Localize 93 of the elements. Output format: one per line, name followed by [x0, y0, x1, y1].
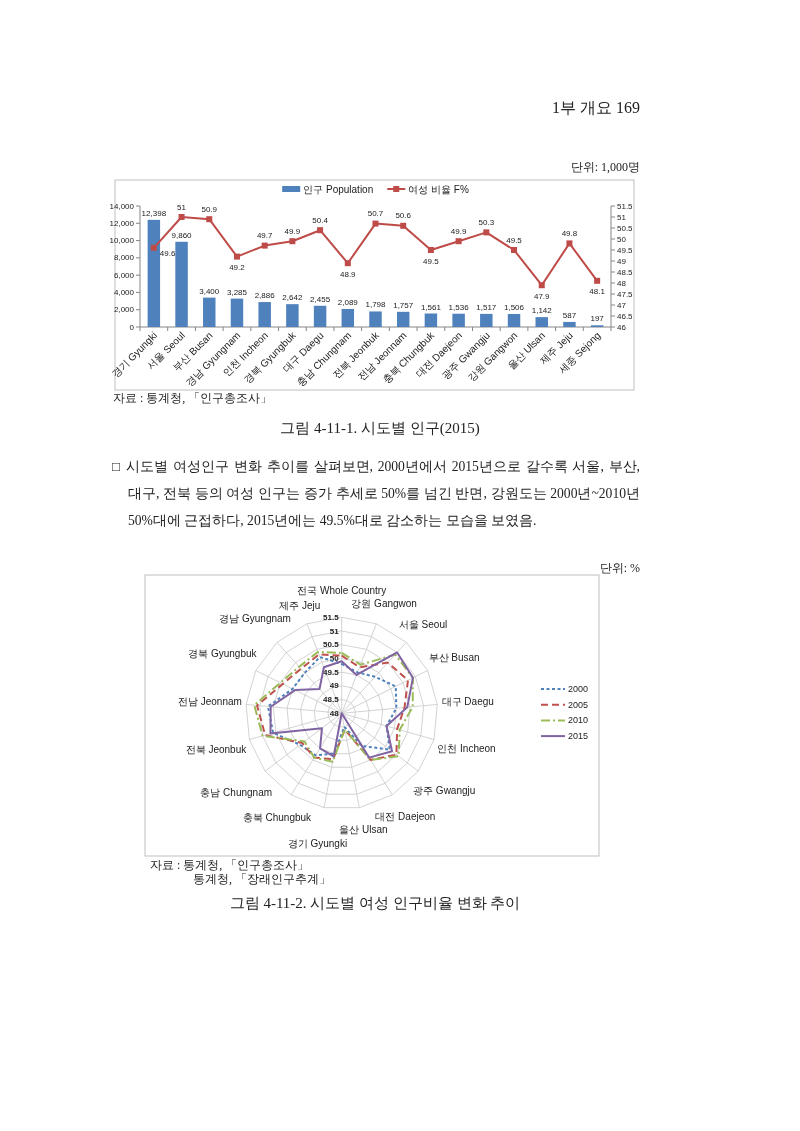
data-label: 49.8 [561, 228, 578, 238]
y2-tick-label: 48 [617, 278, 626, 288]
annotation: 통계청, 「장래인구추계」 [193, 872, 331, 886]
y2-tick-label: 50.5 [617, 223, 633, 233]
annotation: 자료 : 통계청, 「인구총조사」 [150, 858, 310, 872]
y-tick-label: 8,000 [113, 253, 134, 263]
data-label: 49.5 [423, 256, 439, 266]
data-label: 49.2 [229, 263, 245, 273]
y2-tick-label: 47.5 [617, 289, 633, 299]
y2-tick-label: 46 [617, 322, 626, 332]
y-tick-label: 14,000 [109, 201, 134, 211]
category-label: 대구 Daegu [441, 696, 494, 708]
category-label: 경기 Gyungki [287, 837, 348, 849]
data-label: 1,561 [420, 302, 441, 312]
data-label: 1,142 [531, 306, 552, 316]
y-tick-label: 0 [129, 322, 134, 332]
category-label: 충남 Chungnam [200, 787, 273, 799]
y-tick-label: 4,000 [113, 287, 134, 297]
legend-label: 2000 [568, 684, 589, 694]
data-label: 9,860 [171, 230, 192, 240]
data-label: 3,285 [226, 287, 247, 297]
r-tick-label: 48.5 [323, 695, 339, 705]
r-tick-label: 51.5 [323, 612, 339, 622]
y2-tick-label: 46.5 [617, 311, 633, 321]
data-label: 1,536 [448, 302, 469, 312]
r-tick-label: 51 [329, 626, 339, 636]
y2-tick-label: 48.5 [617, 267, 633, 277]
data-label: 50.6 [395, 211, 411, 221]
annotation: 1부 개요 169 [552, 99, 640, 116]
category-label: 울산 Ulsan [339, 824, 388, 836]
data-label: 2,089 [337, 297, 358, 307]
data-label: 47.9 [533, 291, 550, 301]
category-label: 광주 Gwangju [413, 785, 476, 797]
category-label: 제주 Jeju [279, 599, 321, 611]
legend-label: 2015 [568, 731, 589, 742]
category-label: 강원 Gangwon [351, 598, 417, 610]
data-label: 50.9 [201, 204, 218, 214]
data-label: 2,642 [282, 293, 303, 303]
data-label: 50.7 [367, 209, 384, 219]
data-label: 1,506 [504, 303, 525, 312]
y2-tick-label: 51 [617, 212, 626, 222]
data-label: 49.5 [506, 235, 522, 245]
data-label: 49.6 [159, 249, 176, 259]
r-tick-label: 50.5 [323, 640, 339, 650]
y2-tick-label: 47 [617, 300, 626, 310]
data-label: 197 [590, 314, 604, 324]
data-label: 12,398 [141, 208, 167, 218]
y-tick-label: 12,000 [109, 218, 134, 228]
legend-label: 인구 Population [303, 183, 374, 195]
y-tick-label: 6,000 [113, 270, 134, 280]
data-label: 48.9 [340, 269, 356, 279]
data-label: 49.7 [256, 231, 273, 241]
y2-tick-label: 49.5 [617, 245, 633, 255]
legend-label: 2005 [568, 699, 589, 710]
category-label: 대전 Daejeon [375, 810, 436, 822]
y2-tick-label: 50 [617, 234, 626, 244]
r-tick-label: 48 [329, 708, 339, 718]
annotation: 단위: 1,000명 [570, 160, 640, 174]
title: 그림 4-11-1. 시도별 인구(2015) [280, 420, 480, 436]
annotation: 자료 : 통계청, 「인구총조사」 [113, 391, 273, 405]
category-label: 경북 Gyungbuk [188, 648, 257, 660]
y-tick-label: 10,000 [109, 236, 134, 246]
data-label: 49.9 [450, 226, 467, 236]
category-label: 서울 Seoul [398, 618, 448, 630]
data-label: 48.1 [589, 287, 605, 297]
data-label: 587 [562, 310, 577, 320]
data-label: 1,757 [393, 300, 414, 310]
annotation: □ 시도별 여성인구 변화 추이를 살펴보면, 2000년에서 2015년으로 갈수록 서울, 부산, 대구, 전북 등의 여성 인구는 증가 추세로 50%를 넘긴 반면, 강원도는 2000년~2010년 50%대에 근접하다, 2015년에는 49.5%대로 감소하는 모습을 보였음. [112, 458, 640, 530]
legend-label: 2010 [568, 715, 589, 726]
data-label: 50.4 [312, 215, 328, 225]
data-label: 2,455 [310, 294, 331, 304]
r-tick-label: 49.5 [323, 667, 339, 677]
y-tick-label: 2,000 [113, 305, 134, 315]
r-tick-label: 49 [329, 681, 339, 691]
data-label: 1,798 [365, 300, 386, 310]
category-label: 전북 Jeonbuk [185, 743, 247, 755]
category-label: 충북 Chungbuk [242, 812, 312, 824]
data-label: 51 [177, 202, 186, 212]
title: 그림 4-11-2. 시도별 여성 인구비율 변화 추이 [229, 895, 521, 911]
y2-tick-label: 49 [617, 256, 626, 266]
category-label: 경남 Gyungnam [219, 612, 291, 624]
category-label: 부산 Busan [428, 651, 480, 663]
data-label: 1,517 [476, 302, 497, 312]
data-label: 3,400 [199, 286, 220, 296]
y2-tick-label: 51.5 [617, 201, 633, 211]
legend-label: 여성 비율 F% [408, 183, 469, 195]
category-label: 전국 Whole Country [297, 584, 387, 596]
data-label: 2,886 [254, 291, 275, 301]
annotation: 단위: % [599, 561, 640, 575]
category-label: 전남 Jeonnam [177, 695, 242, 707]
category-label: 인천 Incheon [437, 743, 496, 755]
data-label: 49.9 [284, 226, 301, 236]
data-label: 50.3 [478, 217, 495, 227]
